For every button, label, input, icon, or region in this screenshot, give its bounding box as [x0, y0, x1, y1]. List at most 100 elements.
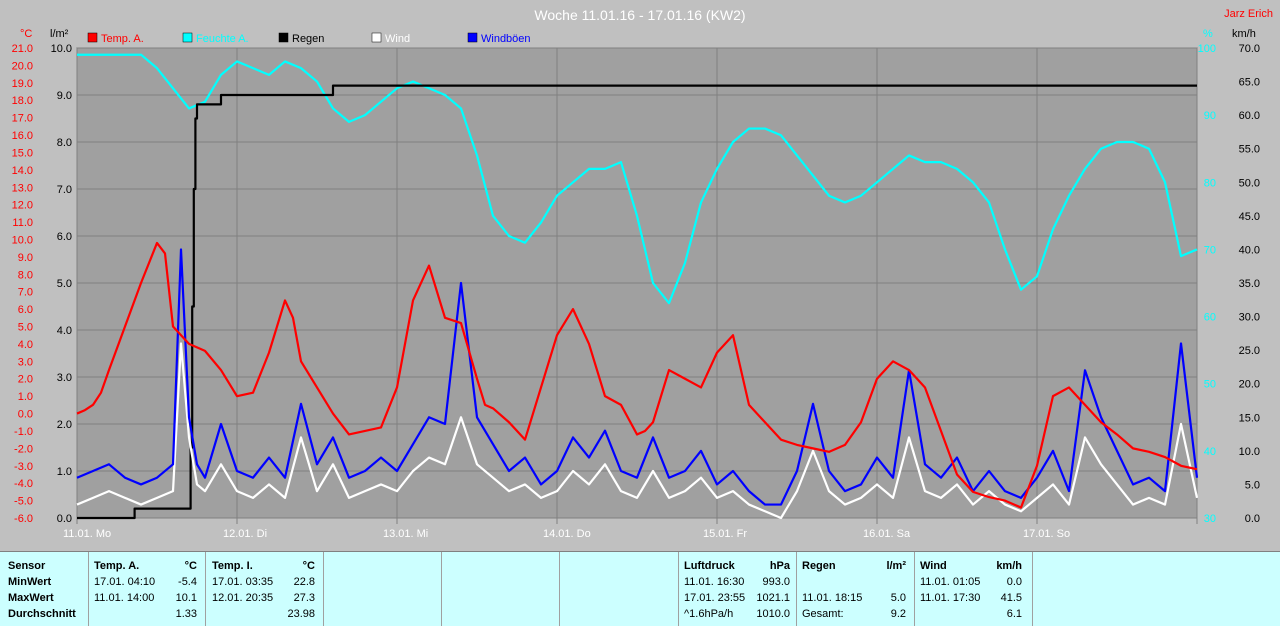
row-label-max: MaxWert [8, 592, 54, 604]
wind-tick-label: 5.0 [1245, 479, 1260, 491]
temp-i-min-time: 17.01. 03:35 [212, 576, 274, 588]
temp-tick-label: -4.0 [14, 478, 33, 490]
luftdruck-avg-value: 1010.0 [756, 608, 790, 620]
rain-tick-label: 1.0 [57, 466, 72, 478]
humidity-tick-label: 40 [1204, 446, 1216, 458]
series-line-wind [76, 342, 1199, 520]
regen-max-time: 11.01. 18:15 [802, 592, 863, 604]
temp-tick-label: -3.0 [14, 461, 33, 473]
wind-tick-label: 70.0 [1239, 43, 1260, 55]
temp-a-max-time: 11.01. 14:00 [94, 592, 155, 604]
temp-i-unit: °C [302, 560, 315, 572]
humidity-axis-unit: % [1203, 28, 1213, 40]
x-tick-label: 14.01. Do [543, 528, 591, 540]
temp-a-avg-value: 1.33 [175, 608, 197, 620]
luftdruck-header: Luftdruck [684, 560, 735, 572]
sensor-column: Sensor MinWert MaxWert Durchschnitt [0, 552, 89, 626]
temp-tick-label: 13.0 [12, 182, 33, 194]
temp-tick-label: -1.0 [14, 426, 33, 438]
empty-column-3 [560, 552, 679, 626]
legend-swatch [371, 32, 382, 43]
regen-unit: l/m² [886, 560, 906, 572]
empty-column-2 [442, 552, 560, 626]
rain-tick-label: 3.0 [57, 372, 72, 384]
x-tick-label: 16.01. Sa [863, 528, 911, 540]
empty-column-1 [324, 552, 442, 626]
legend: Temp. A. Feuchte A. Regen Wind Windböen [87, 32, 531, 45]
temp-tick-label: 4.0 [18, 339, 33, 351]
wind-tick-label: 40.0 [1239, 244, 1260, 256]
chart-title: Woche 11.01.16 - 17.01.16 (KW2) [534, 7, 745, 23]
grid [76, 47, 1198, 524]
humidity-tick-label: 50 [1204, 379, 1216, 391]
temp-a-header: Temp. A. [94, 560, 140, 572]
rain-tick-label: 9.0 [57, 90, 72, 102]
luftdruck-max-value: 1021.1 [756, 592, 790, 604]
temp-i-header: Temp. I. [212, 560, 253, 572]
wind-max-time: 11.01. 17:30 [920, 592, 981, 604]
temp-tick-label: 3.0 [18, 356, 33, 368]
legend-label: Feuchte A. [196, 33, 249, 45]
wind-tick-label: 15.0 [1239, 412, 1260, 424]
x-tick-label: 13.01. Mi [383, 528, 428, 540]
temp-tick-label: 18.0 [12, 95, 33, 107]
temp-a-unit: °C [184, 560, 197, 572]
x-tick-label: 17.01. So [1023, 528, 1070, 540]
humidity-tick-label: 80 [1204, 177, 1216, 189]
temp-i-min-value: 22.8 [293, 576, 315, 588]
regen-total-value: 9.2 [890, 608, 906, 620]
legend-label: Temp. A. [101, 33, 144, 45]
wind-tick-label: 30.0 [1239, 312, 1260, 324]
rain-axis-unit: l/m² [50, 28, 69, 40]
luftdruck-trend: ^1.6hPa/h [684, 608, 734, 620]
wind-tick-label: 55.0 [1239, 144, 1260, 156]
temp-tick-label: -5.0 [14, 496, 33, 508]
rain-tick-label: 6.0 [57, 231, 72, 243]
humidity-tick-label: 90 [1204, 110, 1216, 122]
series-line-feuchte-a- [77, 53, 1198, 305]
humidity-tick-label: 70 [1204, 244, 1216, 256]
temp-tick-label: 6.0 [18, 304, 33, 316]
x-tick-label: 15.01. Fr [703, 528, 747, 540]
regen-column: Regen l/m² 11.01. 18:15 5.0 Gesamt: 9.2 [797, 552, 915, 626]
legend-swatch [467, 32, 478, 43]
wind-tick-label: 65.0 [1239, 77, 1260, 89]
series-lines [76, 53, 1199, 520]
temp-tick-label: 2.0 [18, 374, 33, 386]
series-line-regen [77, 84, 1197, 520]
wind-column: Wind km/h 11.01. 01:05 0.0 11.01. 17:30 41.… [915, 552, 1033, 626]
weather-chart: Woche 11.01.16 - 17.01.16 (KW2) Jarz Eri… [12, 7, 1273, 540]
temp-tick-label: 7.0 [18, 287, 33, 299]
x-tick-label: 11.01. Mo [63, 528, 111, 540]
temp-tick-label: 16.0 [12, 130, 33, 142]
rain-tick-label: 5.0 [57, 278, 72, 290]
wind-axis-unit: km/h [1232, 28, 1256, 40]
rain-tick-label: 7.0 [57, 184, 72, 196]
temp-tick-label: 14.0 [12, 165, 33, 177]
rain-tick-label: 4.0 [57, 325, 72, 337]
temp-a-max-value: 10.1 [175, 592, 197, 604]
temp-tick-label: 19.0 [12, 78, 33, 90]
wind-tick-label: 45.0 [1239, 211, 1260, 223]
series-line-windb-en [76, 248, 1199, 506]
x-tick-label: 12.01. Di [223, 528, 267, 540]
regen-max-value: 5.0 [890, 592, 906, 604]
author-label: Jarz Erich [1224, 8, 1273, 20]
temp-tick-label: 0.0 [18, 409, 33, 421]
wind-min-value: 0.0 [1006, 576, 1022, 588]
series-line-temp-a- [76, 241, 1198, 509]
rain-tick-label: 8.0 [57, 137, 72, 149]
regen-header: Regen [802, 560, 836, 572]
legend-label: Windböen [481, 33, 531, 45]
temp-tick-label: 20.0 [12, 60, 33, 72]
legend-swatch [87, 32, 98, 43]
wind-tick-label: 35.0 [1239, 278, 1260, 290]
temp-tick-label: 21.0 [12, 43, 33, 55]
sensor-header: Sensor [8, 560, 46, 572]
legend-swatch [182, 32, 193, 43]
wind-tick-label: 60.0 [1239, 110, 1260, 122]
temp-tick-label: 10.0 [12, 234, 33, 246]
wind-tick-label: 20.0 [1239, 379, 1260, 391]
temp-a-column: Temp. A. °C 17.01. 04:10 -5.4 11.01. 14:00… [89, 552, 206, 626]
wind-tick-label: 0.0 [1245, 513, 1260, 525]
